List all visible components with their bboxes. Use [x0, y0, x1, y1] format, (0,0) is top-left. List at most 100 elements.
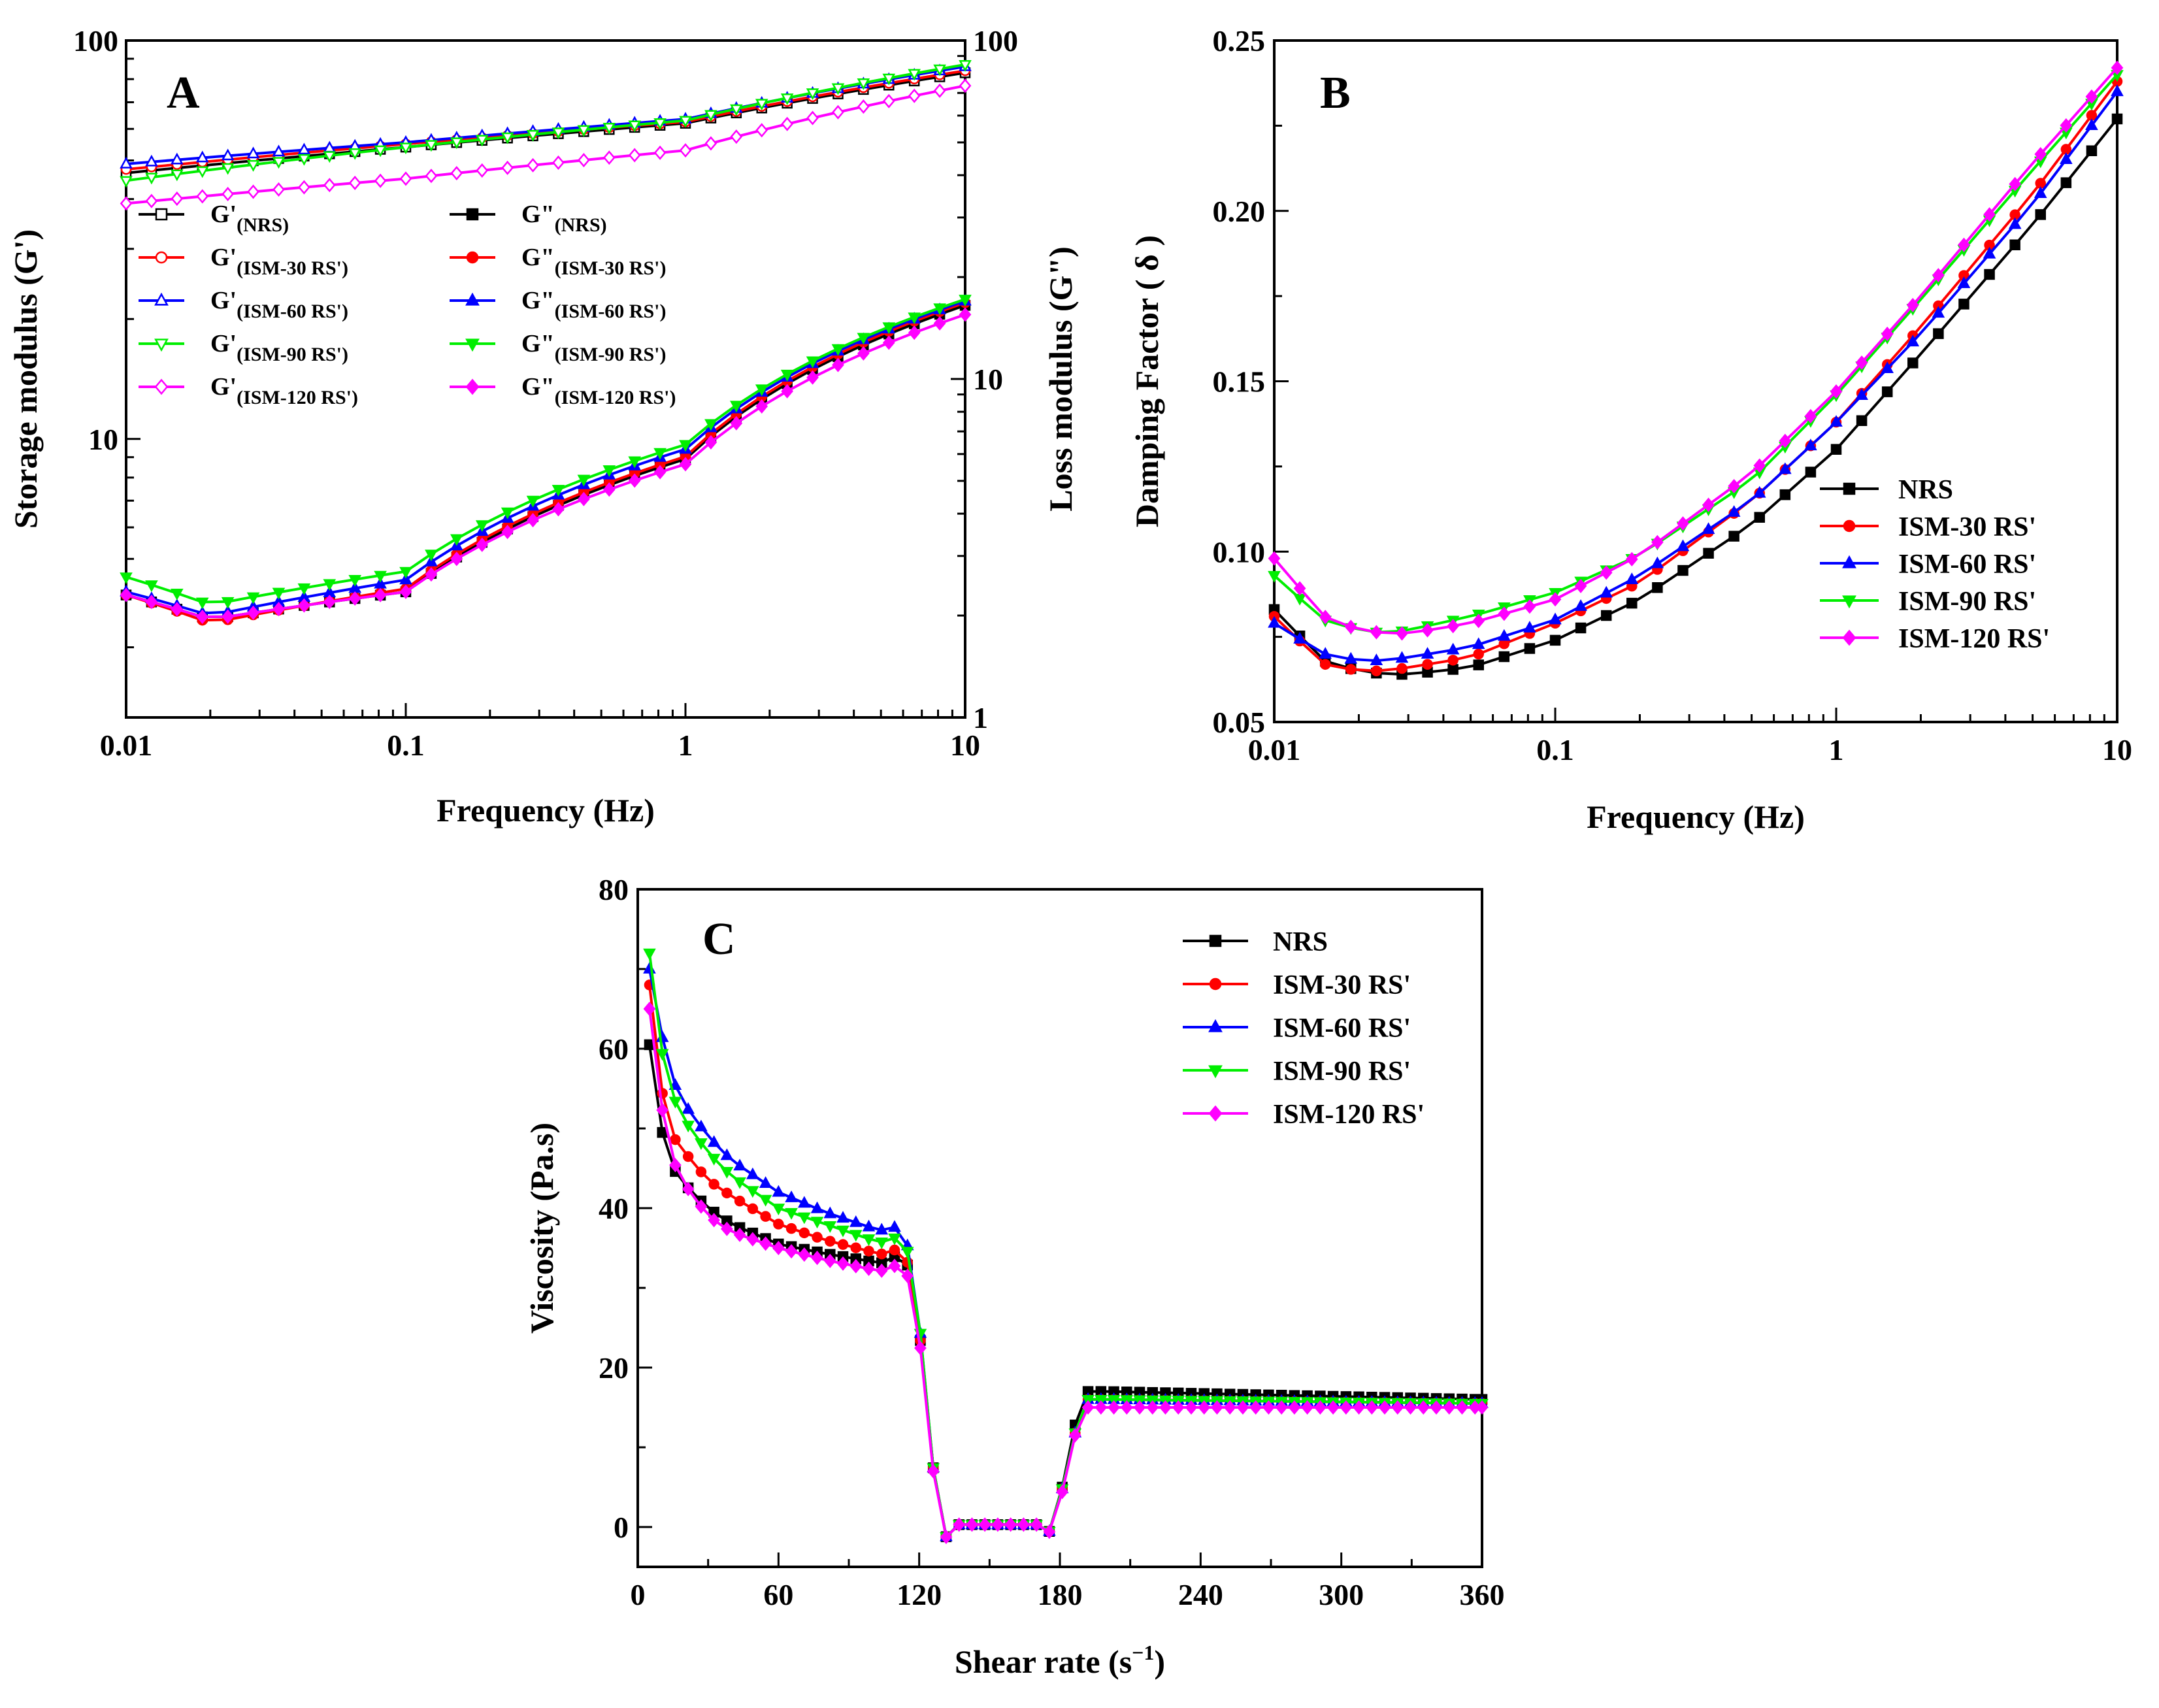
- panel-b-series-0-point-9: [1498, 651, 1510, 663]
- panel-b-series-4-point-14: [1625, 551, 1638, 567]
- panel-a-legend-sample: (ISM-60 RS'): [237, 301, 348, 322]
- panel-a-storage-series-4-point-11: [399, 171, 412, 186]
- panel-c-series-4-point-44: [1211, 1400, 1223, 1415]
- panel-b-series-0-point-14: [1626, 597, 1638, 609]
- panel-b-series-4-point-33: [2111, 60, 2124, 75]
- panel-b-series-0-point-18: [1728, 531, 1739, 542]
- panel-c-series-4-point-63: [1456, 1400, 1468, 1415]
- panel-b-series-1-line: [1273, 80, 2118, 672]
- panel-b-series-2-point-29: [2008, 217, 2022, 229]
- panel-b-series-4-point-20: [1779, 433, 1792, 448]
- panel-a-loss-series-4-point-24: [730, 416, 743, 431]
- panel-b-x-tick-label: 0.1: [1536, 733, 1574, 766]
- panel-a-storage-series-4-point-32: [933, 83, 946, 98]
- panel-a-loss-series-4-point-21: [653, 465, 667, 480]
- panel-c-series-1-point-19: [889, 1244, 900, 1256]
- panel-c-series-1-point-7: [734, 1195, 746, 1207]
- panel-a-storage-series-4-point-18: [578, 153, 590, 168]
- panel-c-series-4-point-45: [1223, 1400, 1236, 1415]
- panel-c-series-4-point-4: [695, 1199, 708, 1214]
- panel-a-storage-series-4-point-3: [196, 189, 209, 204]
- panel-b-series-4-point-25: [1906, 297, 1919, 312]
- panel-b-series-1-point-31: [2060, 144, 2072, 155]
- panel-a-loss-series-3-point-9: [348, 574, 361, 587]
- panel-a-loss-series-3-point-16: [526, 495, 540, 508]
- panel-c-legend-marker-1: [1209, 977, 1222, 991]
- panel-c-series-4-point-8: [746, 1232, 759, 1247]
- panel-a-storage-series-3-point-19: [602, 123, 616, 135]
- panel-a-y-tick-label: 100: [73, 24, 118, 57]
- panel-c-y-tick-label: 60: [599, 1032, 629, 1066]
- panel-a-loss-series-4-point-32: [933, 316, 946, 331]
- panel-b-series-4-point-3: [1344, 619, 1357, 634]
- panel-c-series-3-point-16: [849, 1230, 863, 1242]
- panel-b-series-2-point-3: [1344, 651, 1358, 664]
- panel-b-legend-marker-4: [1842, 629, 1856, 646]
- panel-b-series-4-point-10: [1523, 599, 1536, 614]
- panel-a-yr-tick-label: 1: [973, 701, 988, 734]
- panel-a-legend-label-1: G"(NRS): [521, 201, 607, 236]
- panel-c-series-4-point-61: [1430, 1400, 1443, 1415]
- panel-c-series-3-point-0: [643, 948, 656, 961]
- panel-c-series-1-point-8: [747, 1203, 759, 1215]
- panel-c-series-4-point-60: [1417, 1400, 1430, 1415]
- panel-b-series-2-point-9: [1498, 629, 1511, 641]
- panel-a-loss-series-3-point-31: [908, 312, 921, 325]
- panel-a-loss-series-4-point-33: [959, 307, 972, 322]
- panel-b-y-axis-label: Damping Factor ( δ ): [1129, 235, 1165, 527]
- panel-c-series-4-point-49: [1275, 1400, 1288, 1415]
- panel-a-legend-symbol: G": [521, 330, 555, 357]
- panel-c-series-4-point-40: [1159, 1400, 1172, 1415]
- panel-a-storage-series-3-point-6: [272, 157, 286, 169]
- panel-a-legend-sample: (ISM-120 RS'): [237, 387, 358, 408]
- panel-a-storage-series-2-point-2: [171, 152, 184, 165]
- panel-c-series-4-point-25: [966, 1517, 978, 1532]
- panel-c-y-tick-label: 0: [614, 1511, 629, 1544]
- panel-b-series-4-point-4: [1370, 625, 1383, 640]
- panel-b-series-4-line: [1273, 67, 2118, 635]
- panel-c-series-4-point-15: [836, 1256, 849, 1271]
- panel-b-y-tick-label: 0.05: [1213, 706, 1266, 739]
- panel-c-legend-marker-2: [1208, 1019, 1223, 1032]
- panel-a-storage-series-3-point-13: [450, 137, 463, 150]
- panel-b-series-2-point-25: [1906, 335, 1920, 347]
- panel-b-series-2-point-28: [1983, 246, 1996, 259]
- panel-a-storage-series-4-point-33: [959, 78, 972, 93]
- panel-b-series-2-point-19: [1753, 485, 1766, 498]
- panel-c-series-3-point-17: [862, 1234, 876, 1246]
- panel-a-loss-series-4-point-8: [323, 595, 336, 610]
- panel-a-legend-label-4: G'(ISM-60 RS'): [210, 287, 348, 322]
- panel-b-series-2-point-0: [1268, 616, 1281, 628]
- panel-a-loss-series-3-point-23: [704, 419, 717, 431]
- panel-a-storage-series-4-point-24: [730, 129, 743, 144]
- panel-b-series-2-point-32: [2085, 118, 2098, 131]
- panel-b-series-1-point-2: [1319, 659, 1331, 670]
- panel-a-storage-series-3-point-22: [679, 116, 692, 128]
- panel-c-series-3-point-6: [720, 1167, 734, 1179]
- panel-b-y-tick-label: 0.25: [1213, 24, 1266, 57]
- panel-c-x-tick-label: 120: [897, 1578, 942, 1611]
- panel-c-series-4-point-36: [1108, 1400, 1120, 1415]
- panel-a-loss-series-4-point-7: [298, 598, 310, 613]
- panel-b-legend-marker-3: [1842, 595, 1856, 609]
- panel-a-storage-series-3-point-31: [908, 69, 921, 81]
- panel-a-loss-series-4-point-23: [704, 435, 717, 450]
- panel-b-series-2-point-16: [1676, 539, 1690, 551]
- panel-a-y-right-axis-label: Loss modulus (G"): [1042, 246, 1079, 512]
- panel-b-series-0-point-29: [2009, 239, 2020, 251]
- panel-a-loss-series-3-point-4: [221, 597, 235, 609]
- panel-b-series-2-point-5: [1395, 651, 1409, 663]
- panel-a-x-tick-label: 10: [950, 729, 980, 762]
- panel-b-legend-label-2: ISM-60 RS': [1898, 550, 2036, 580]
- panel-b-series-0-point-28: [1984, 269, 1995, 280]
- panel-c-series-1-point-18: [876, 1248, 887, 1260]
- panel-b-series-4-point-17: [1702, 497, 1715, 512]
- panel-c-x-tick-label: 360: [1460, 1578, 1505, 1611]
- panel-c-series-2-point-3: [682, 1102, 695, 1114]
- panel-a-loss-series-4-point-0: [120, 587, 133, 602]
- panel-b-series-4-point-26: [1932, 268, 1945, 283]
- panel-a-storage-series-3-point-8: [323, 151, 337, 163]
- panel-a-legend-symbol: G': [210, 373, 237, 401]
- panel-c-series-4-point-21: [914, 1341, 927, 1356]
